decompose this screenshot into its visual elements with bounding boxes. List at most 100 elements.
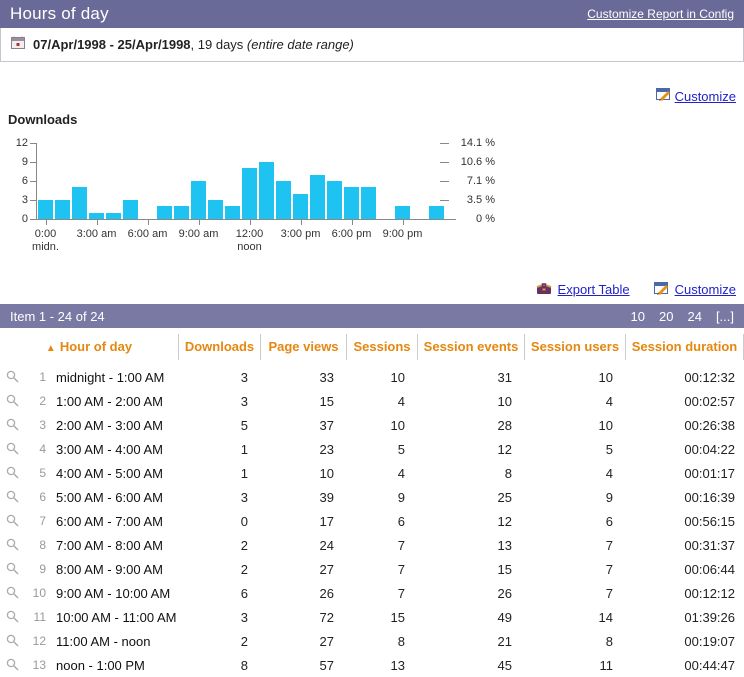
- hour-range-label: 8:00 AM - 9:00 AM: [56, 562, 163, 577]
- page-views-value: 27: [260, 634, 346, 649]
- zoom-row-icon[interactable]: [6, 634, 20, 648]
- downloads-value: 6: [178, 586, 260, 601]
- chart-bar: [123, 200, 138, 219]
- sessions-value: 5: [346, 442, 417, 457]
- date-range-bar: 07/Apr/1998 - 25/Apr/1998, 19 days (enti…: [0, 28, 744, 62]
- duration-value: 00:16:39: [625, 490, 744, 505]
- session-events-value: 31: [417, 370, 524, 385]
- session-users-value: 4: [524, 394, 625, 409]
- hour-range-label: 7:00 AM - 8:00 AM: [56, 538, 163, 553]
- session-users-value: 10: [524, 370, 625, 385]
- page-views-value: 23: [260, 442, 346, 457]
- column-header-sessions[interactable]: Sessions: [346, 334, 417, 360]
- page-title: Hours of day: [10, 4, 109, 24]
- session-events-value: 28: [417, 418, 524, 433]
- session-users-value: 6: [524, 514, 625, 529]
- duration-value: 01:39:26: [625, 610, 744, 625]
- zoom-row-icon[interactable]: [6, 394, 20, 408]
- chart-bar: [106, 213, 121, 219]
- zoom-row-icon[interactable]: [6, 562, 20, 576]
- table-row: 1211:00 AM - noon227821800:19:07: [0, 629, 744, 653]
- duration-value: 00:02:57: [625, 394, 744, 409]
- chart-bar: [310, 175, 325, 219]
- column-header-session-users[interactable]: Session users: [524, 334, 625, 360]
- zoom-row-icon[interactable]: [6, 466, 20, 480]
- chart-customize-link[interactable]: Customize: [675, 89, 736, 104]
- y-axis-tick: [30, 162, 36, 163]
- export-table-link[interactable]: Export Table: [558, 282, 630, 297]
- table-row: 54:00 AM - 5:00 AM11048400:01:17: [0, 461, 744, 485]
- chart-bar: [293, 194, 308, 219]
- session-users-value: 9: [524, 490, 625, 505]
- zoom-row-icon[interactable]: [6, 370, 20, 384]
- table-customize-link[interactable]: Customize: [675, 282, 736, 297]
- zoom-row-icon[interactable]: [6, 490, 20, 504]
- zoom-row-icon[interactable]: [6, 610, 20, 624]
- x-axis-tick: [97, 220, 98, 225]
- x-axis-tick: [46, 220, 47, 225]
- y-axis-tick-label: 9: [0, 157, 28, 168]
- session-events-value: 26: [417, 586, 524, 601]
- downloads-value: 2: [178, 634, 260, 649]
- hour-range-label: 5:00 AM - 6:00 AM: [56, 490, 163, 505]
- duration-value: 00:56:15: [625, 514, 744, 529]
- column-header-page-views[interactable]: Page views: [260, 334, 346, 360]
- pagination-option[interactable]: 20: [659, 309, 673, 324]
- hour-range-label: noon - 1:00 PM: [56, 658, 145, 673]
- y-axis: [36, 143, 37, 219]
- column-header-downloads[interactable]: Downloads: [178, 334, 260, 360]
- hour-cell: 76:00 AM - 7:00 AM: [0, 514, 178, 529]
- table-row: 13noon - 1:00 PM85713451100:44:47: [0, 653, 744, 677]
- hour-cell: 1211:00 AM - noon: [0, 634, 178, 649]
- x-axis-tick-label: 9:00 pm: [368, 228, 438, 241]
- sort-ascending-icon: ▲: [46, 343, 56, 354]
- session-events-value: 8: [417, 466, 524, 481]
- column-header-hour-of-day[interactable]: ▲Hour of day: [0, 334, 178, 360]
- duration-value: 00:26:38: [625, 418, 744, 433]
- pagination-option[interactable]: 10: [631, 309, 645, 324]
- zoom-row-icon[interactable]: [6, 442, 20, 456]
- chart-bar: [361, 187, 376, 219]
- table-row: 87:00 AM - 8:00 AM224713700:31:37: [0, 533, 744, 557]
- zoom-row-icon[interactable]: [6, 514, 20, 528]
- page-views-value: 72: [260, 610, 346, 625]
- session-events-value: 45: [417, 658, 524, 673]
- column-header-session-events[interactable]: Session events: [417, 334, 524, 360]
- y-axis-tick: [30, 219, 36, 220]
- zoom-row-icon[interactable]: [6, 586, 20, 600]
- x-axis-tick: [403, 220, 404, 225]
- pagination-option[interactable]: 24: [687, 309, 701, 324]
- session-users-value: 8: [524, 634, 625, 649]
- session-events-value: 12: [417, 442, 524, 457]
- page-views-value: 37: [260, 418, 346, 433]
- zoom-row-icon[interactable]: [6, 418, 20, 432]
- chart-bar: [55, 200, 70, 219]
- downloads-value: 2: [178, 562, 260, 577]
- right-axis-tick: [440, 219, 449, 220]
- pagination-option[interactable]: [...]: [716, 309, 734, 324]
- downloads-value: 3: [178, 490, 260, 505]
- chart-bar: [208, 200, 223, 219]
- chart-customize-row: Customize: [0, 88, 744, 104]
- row-number: 9: [22, 562, 46, 576]
- page-views-value: 15: [260, 394, 346, 409]
- session-events-value: 25: [417, 490, 524, 505]
- hour-cell: 13noon - 1:00 PM: [0, 658, 178, 673]
- duration-value: 00:44:47: [625, 658, 744, 673]
- row-number: 8: [22, 538, 46, 552]
- zoom-row-icon[interactable]: [6, 658, 20, 672]
- session-events-value: 10: [417, 394, 524, 409]
- item-range-text: Item 1 - 24 of 24: [10, 309, 105, 324]
- zoom-row-icon[interactable]: [6, 538, 20, 552]
- row-number: 3: [22, 418, 46, 432]
- title-bar: Hours of day Customize Report in Config: [0, 0, 744, 28]
- customize-report-config-link[interactable]: Customize Report in Config: [587, 7, 734, 21]
- y-axis-tick-label: 3: [0, 195, 28, 206]
- duration-value: 00:19:07: [625, 634, 744, 649]
- sessions-value: 9: [346, 490, 417, 505]
- column-header-session-duration[interactable]: Session duration: [625, 334, 744, 360]
- chart-bar: [89, 213, 104, 219]
- sessions-value: 8: [346, 634, 417, 649]
- right-axis-tick-label: 3.5 %: [453, 195, 495, 206]
- date-range-days: , 19 days: [191, 37, 247, 52]
